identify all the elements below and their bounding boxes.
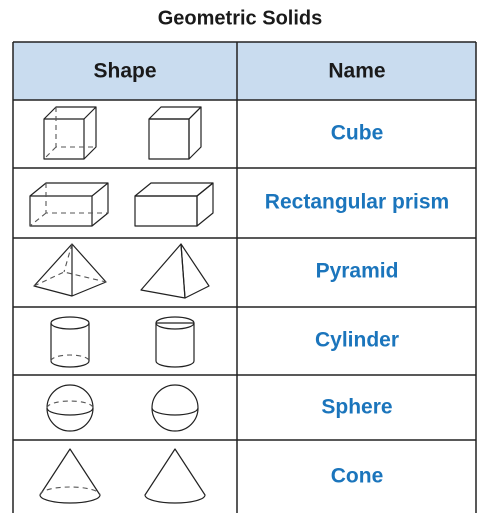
header-cell: Shape [93,60,156,83]
prism-wire [29,182,109,227]
shape-name: Cylinder [315,329,399,352]
sphere-solid [151,384,199,432]
title: Geometric Solids [158,7,323,29]
header-cell: Name [328,60,385,83]
prism-solid [134,182,214,227]
cylinder-wire [50,316,90,368]
shape-name: Cube [331,122,384,145]
pyramid-solid [140,243,210,299]
shape-name: Cone [331,465,384,488]
shape-name: Sphere [321,396,392,419]
header-bg [13,42,476,100]
cylinder-solid [155,316,195,368]
sphere-wire [46,384,94,432]
shape-name: Rectangular prism [265,191,449,214]
cube-solid [148,106,202,160]
cone-solid [144,448,206,504]
cone-wire [39,448,101,504]
table-lines [12,41,477,513]
pyramid-wire [33,243,107,297]
shape-name: Pyramid [316,260,399,283]
cube-wire [43,106,97,160]
